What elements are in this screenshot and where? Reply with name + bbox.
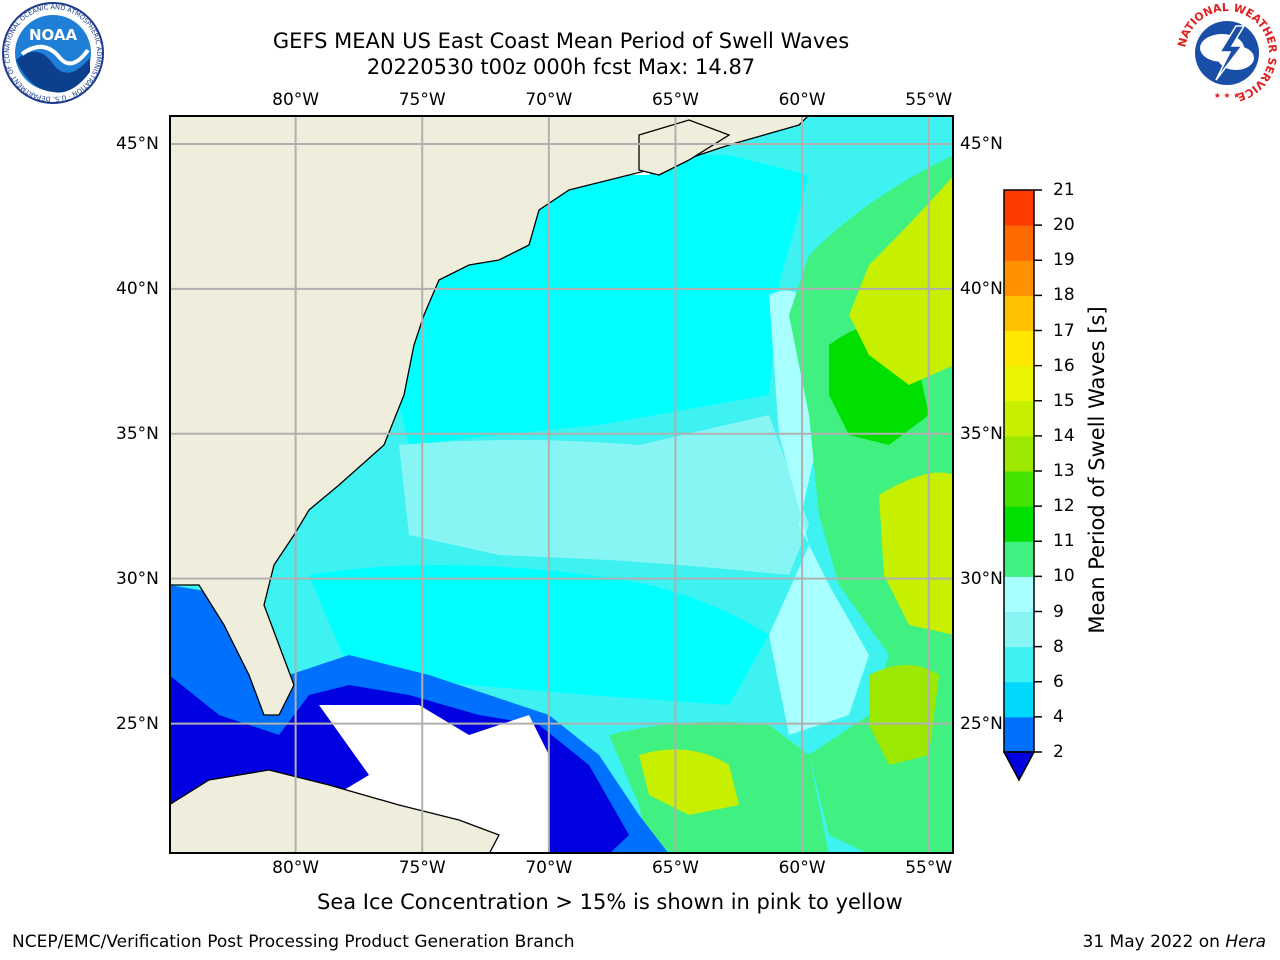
top-longitude-label: 80°W	[272, 90, 320, 110]
colorbar-title: Mean Period of Swell Waves [s]	[1085, 306, 1109, 634]
bottom-longitude-label: 60°W	[778, 858, 826, 878]
map-subtitle: 20220530 t00z 000h fcst Max: 14.87	[366, 55, 756, 79]
colorbar-segment	[1004, 541, 1034, 577]
colorbar-tick-label: 11	[1053, 531, 1075, 552]
colorbar-tick-label: 13	[1053, 461, 1075, 481]
colorbar-segment	[1004, 681, 1034, 718]
left-latitude-label: 45°N	[116, 133, 159, 154]
machine-name: Hera	[1225, 932, 1266, 952]
land-cuba	[169, 769, 500, 854]
colorbar-segment	[1004, 260, 1034, 296]
noaa-logo-text: NOAA	[29, 26, 78, 44]
colorbar-segment	[1004, 295, 1034, 331]
colorbar-segment	[1004, 611, 1034, 648]
bottom-longitude-label: 80°W	[272, 858, 320, 878]
right-latitude-label: 30°N	[960, 568, 1003, 589]
bottom-longitude-label: 70°W	[525, 858, 573, 878]
colorbar-tick-label: 12	[1053, 496, 1075, 517]
map-gridlines	[169, 115, 954, 854]
right-latitude-label: 45°N	[960, 133, 1003, 154]
svg-text:★ ★ ★: ★ ★ ★	[1214, 91, 1241, 100]
right-latitude-label: 35°N	[960, 423, 1003, 444]
colorbar-tick-label: 16	[1053, 355, 1075, 376]
colorbar-segment	[1004, 646, 1034, 683]
map-title: GEFS MEAN US East Coast Mean Period of S…	[272, 29, 850, 53]
colorbar-tick-label: 10	[1053, 566, 1075, 587]
colorbar-tick-label: 8	[1053, 636, 1064, 657]
colorbar-segment	[1004, 190, 1034, 226]
colorbar-segment	[1004, 365, 1034, 402]
map-frame	[169, 115, 954, 854]
noaa-logo: NATIONAL OCEANIC AND ATMOSPHERIC ADMINIS…	[0, 0, 104, 104]
colorbar-segment	[1004, 400, 1034, 437]
land-maritimes	[638, 119, 731, 176]
swell-period-map	[169, 115, 954, 854]
bottom-longitude-label: 65°W	[651, 858, 699, 878]
top-longitude-label: 70°W	[525, 90, 573, 110]
colorbar-tick-label: 14	[1053, 425, 1075, 446]
colorbar-segment	[1004, 716, 1034, 753]
right-latitude-label: 40°N	[960, 278, 1003, 299]
ocean-light-east	[769, 290, 869, 735]
colorbar-segment	[1004, 576, 1034, 612]
sea-ice-note: Sea Ice Concentration > 15% is shown in …	[317, 890, 903, 914]
top-longitude-label: 60°W	[778, 90, 826, 110]
date-text: 31 May 2022 on	[1082, 932, 1220, 952]
colorbar-segment	[1004, 471, 1034, 507]
colorbar-tick-label: 17	[1053, 320, 1075, 341]
date-stamp: 31 May 2022 on Hera	[1083, 932, 1267, 952]
colorbar-tick-label: 15	[1053, 390, 1075, 411]
colorbar-tick-label: 9	[1053, 601, 1064, 622]
colorbar-tick-label: 19	[1053, 250, 1075, 271]
colorbar-segment	[1004, 225, 1034, 261]
colorbar-extend-arrow	[1002, 751, 1036, 782]
nws-logo: NATIONAL WEATHER SERVICE ★ ★ ★	[1175, 1, 1279, 104]
left-latitude-label: 30°N	[116, 568, 159, 589]
colorbar-tick-label: 6	[1053, 671, 1064, 692]
right-latitude-label: 25°N	[960, 713, 1003, 734]
bottom-longitude-label: 55°W	[905, 858, 953, 878]
left-latitude-label: 35°N	[116, 423, 159, 444]
colorbar-segment	[1004, 330, 1034, 367]
swell-yellowgreen-se	[879, 472, 954, 635]
top-longitude-label: 65°W	[651, 90, 699, 110]
top-longitude-label: 75°W	[398, 90, 446, 110]
credit-text: NCEP/EMC/Verification Post Processing Pr…	[12, 932, 575, 952]
ocean-light-band	[399, 415, 809, 575]
colorbar-tick-label: 2	[1053, 742, 1064, 762]
colorbar-tick-label: 21	[1053, 180, 1075, 200]
ocean-cyan-south	[309, 565, 769, 705]
colorbar	[1002, 189, 1042, 782]
left-latitude-label: 25°N	[116, 713, 159, 734]
colorbar-segment	[1004, 506, 1034, 542]
colorbar-tick-label: 20	[1053, 215, 1075, 236]
bottom-longitude-label: 75°W	[398, 858, 446, 878]
top-longitude-label: 55°W	[905, 90, 953, 110]
land-us	[169, 115, 810, 716]
colorbar-tick-label: 18	[1053, 285, 1075, 306]
swell-yellowgreen-s	[869, 665, 939, 765]
left-latitude-label: 40°N	[116, 278, 159, 299]
colorbar-segment	[1004, 435, 1034, 472]
swell-yellow-south	[639, 749, 739, 815]
colorbar-tick-label: 4	[1053, 706, 1064, 727]
